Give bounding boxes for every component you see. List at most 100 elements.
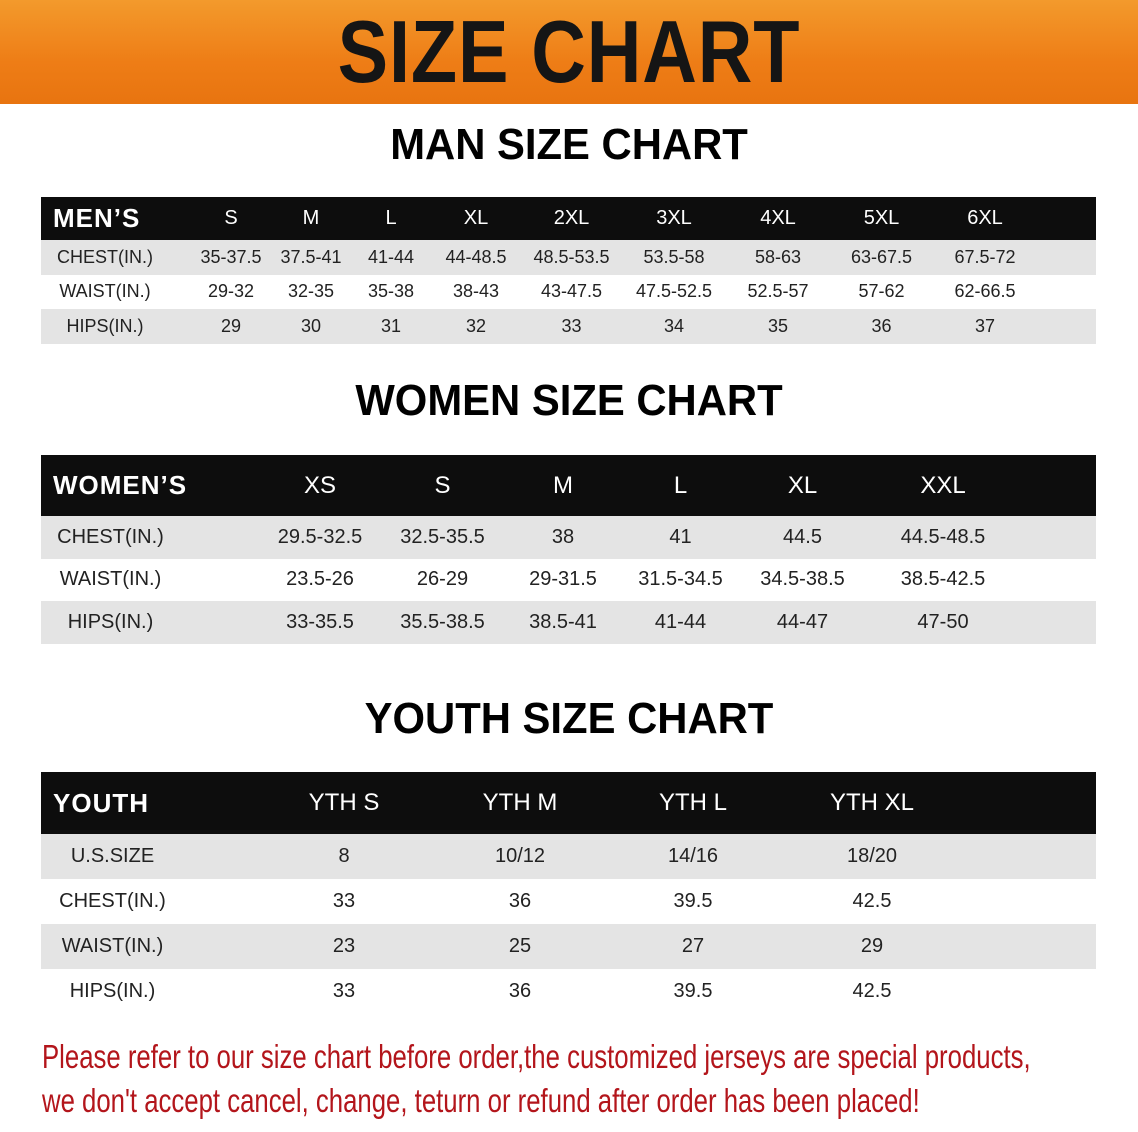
- measurement-cell: 44.5-48.5: [865, 516, 1021, 559]
- measurement-cell: 38-43: [431, 274, 521, 309]
- size-column-header: YTH S: [254, 772, 434, 834]
- size-column-header: 5XL: [830, 197, 933, 240]
- measurement-cell: 29-31.5: [505, 558, 621, 601]
- size-column-header: M: [505, 455, 621, 516]
- men-header-row: MEN’S S M L XL 2XL 3XL 4XL 5XL 6XL: [41, 197, 1096, 240]
- size-column-header: 2XL: [521, 197, 622, 240]
- row-label: WAIST(IN.): [41, 274, 191, 309]
- table-row: HIPS(IN.) 33 36 39.5 42.5: [41, 969, 1096, 1014]
- measurement-cell: 29.5-32.5: [260, 516, 380, 559]
- table-row: WAIST(IN.) 29-32 32-35 35-38 38-43 43-47.5 47.…: [41, 274, 1096, 309]
- empty-cell: [1021, 601, 1096, 644]
- measurement-cell: 32.5-35.5: [380, 516, 505, 559]
- row-label: U.S.SIZE: [41, 834, 254, 879]
- women-size-table: WOMEN’S XS S M L XL XXL CHEST(IN.) 29.5-32.5 32.5…: [41, 455, 1096, 644]
- empty-cell: [964, 772, 1096, 834]
- row-label: HIPS(IN.): [41, 309, 191, 344]
- notice-line-2: we don't accept cancel, change, teturn o…: [42, 1082, 920, 1119]
- size-column-header: XL: [431, 197, 521, 240]
- measurement-cell: 44-48.5: [431, 240, 521, 275]
- table-row: WAIST(IN.) 23.5-26 26-29 29-31.5 31.5-34.5 34…: [41, 558, 1096, 601]
- measurement-cell: 35-38: [351, 274, 431, 309]
- empty-cell: [1021, 455, 1096, 516]
- youth-size-table: YOUTH YTH S YTH M YTH L YTH XL U.S.SIZE 8 10/12…: [41, 772, 1096, 1014]
- measurement-cell: 44-47: [740, 601, 865, 644]
- empty-cell: [1037, 197, 1096, 240]
- notice-line-1: Please refer to our size chart before or…: [42, 1038, 1031, 1075]
- men-size-table: MEN’S S M L XL 2XL 3XL 4XL 5XL 6XL CHEST(IN.) 35-37…: [41, 197, 1096, 344]
- measurement-cell: 30: [271, 309, 351, 344]
- men-section-title: MAN SIZE CHART: [390, 120, 748, 169]
- measurement-cell: 33: [254, 879, 434, 924]
- measurement-cell: 67.5-72: [933, 240, 1037, 275]
- measurement-cell: 29-32: [191, 274, 271, 309]
- measurement-cell: 27: [606, 924, 780, 969]
- size-column-header: M: [271, 197, 351, 240]
- measurement-cell: 43-47.5: [521, 274, 622, 309]
- measurement-cell: 33: [521, 309, 622, 344]
- empty-cell: [964, 879, 1096, 924]
- row-label: WAIST(IN.): [41, 924, 254, 969]
- measurement-cell: 23: [254, 924, 434, 969]
- row-label: HIPS(IN.): [41, 601, 260, 644]
- measurement-cell: 26-29: [380, 558, 505, 601]
- measurement-cell: 39.5: [606, 879, 780, 924]
- women-header-row: WOMEN’S XS S M L XL XXL: [41, 455, 1096, 516]
- measurement-cell: 38.5-42.5: [865, 558, 1021, 601]
- banner-title: SIZE CHART: [337, 2, 801, 101]
- measurement-cell: 18/20: [780, 834, 964, 879]
- size-column-header: YTH L: [606, 772, 780, 834]
- measurement-cell: 8: [254, 834, 434, 879]
- youth-header-row: YOUTH YTH S YTH M YTH L YTH XL: [41, 772, 1096, 834]
- measurement-cell: 42.5: [780, 969, 964, 1014]
- table-row: HIPS(IN.) 33-35.5 35.5-38.5 38.5-41 41-44 44-…: [41, 601, 1096, 644]
- size-column-header: L: [351, 197, 431, 240]
- measurement-cell: 39.5: [606, 969, 780, 1014]
- row-label: WAIST(IN.): [41, 558, 260, 601]
- row-label: CHEST(IN.): [41, 516, 260, 559]
- table-row: CHEST(IN.) 35-37.5 37.5-41 41-44 44-48.5 48.5…: [41, 240, 1096, 275]
- measurement-cell: 62-66.5: [933, 274, 1037, 309]
- size-column-header: XS: [260, 455, 380, 516]
- size-column-header: S: [380, 455, 505, 516]
- measurement-cell: 23.5-26: [260, 558, 380, 601]
- measurement-cell: 37: [933, 309, 1037, 344]
- youth-section-title: YOUTH SIZE CHART: [364, 694, 774, 743]
- measurement-cell: 32: [431, 309, 521, 344]
- measurement-cell: 33: [254, 969, 434, 1014]
- table-row: WAIST(IN.) 23 25 27 29: [41, 924, 1096, 969]
- measurement-cell: 37.5-41: [271, 240, 351, 275]
- empty-cell: [1021, 516, 1096, 559]
- measurement-cell: 57-62: [830, 274, 933, 309]
- empty-cell: [964, 924, 1096, 969]
- measurement-cell: 41: [621, 516, 740, 559]
- measurement-cell: 36: [434, 969, 606, 1014]
- size-column-header: L: [621, 455, 740, 516]
- size-column-header: XL: [740, 455, 865, 516]
- measurement-cell: 41-44: [351, 240, 431, 275]
- measurement-cell: 42.5: [780, 879, 964, 924]
- measurement-cell: 36: [830, 309, 933, 344]
- measurement-cell: 32-35: [271, 274, 351, 309]
- measurement-cell: 53.5-58: [622, 240, 726, 275]
- measurement-cell: 14/16: [606, 834, 780, 879]
- measurement-cell: 33-35.5: [260, 601, 380, 644]
- measurement-cell: 35.5-38.5: [380, 601, 505, 644]
- row-label: HIPS(IN.): [41, 969, 254, 1014]
- size-chart-banner: SIZE CHART: [0, 0, 1138, 104]
- empty-cell: [1037, 240, 1096, 275]
- table-row: CHEST(IN.) 29.5-32.5 32.5-35.5 38 41 44.5 44.5…: [41, 516, 1096, 559]
- measurement-cell: 31: [351, 309, 431, 344]
- measurement-cell: 35-37.5: [191, 240, 271, 275]
- measurement-cell: 52.5-57: [726, 274, 830, 309]
- measurement-cell: 29: [191, 309, 271, 344]
- size-column-header: 4XL: [726, 197, 830, 240]
- measurement-cell: 29: [780, 924, 964, 969]
- measurement-cell: 47.5-52.5: [622, 274, 726, 309]
- women-section-title: WOMEN SIZE CHART: [355, 376, 783, 425]
- empty-cell: [1037, 309, 1096, 344]
- measurement-cell: 34: [622, 309, 726, 344]
- measurement-cell: 48.5-53.5: [521, 240, 622, 275]
- measurement-cell: 41-44: [621, 601, 740, 644]
- empty-cell: [1021, 558, 1096, 601]
